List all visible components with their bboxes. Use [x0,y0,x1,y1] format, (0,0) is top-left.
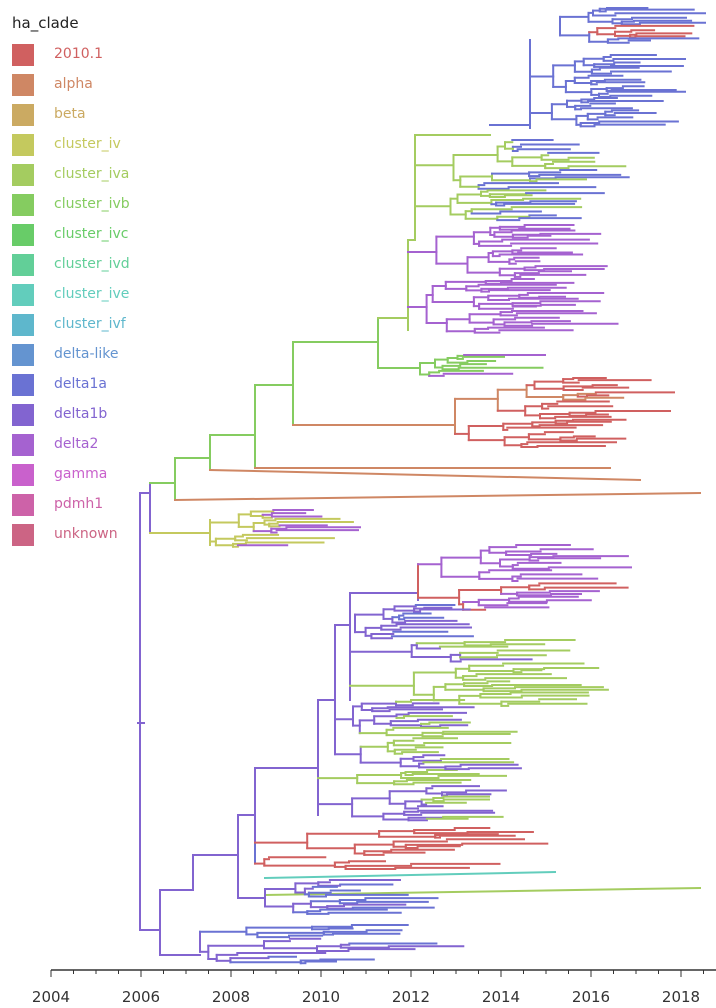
legend-label: beta [54,106,86,122]
legend-label: cluster_iv [54,136,121,152]
x-axis-tick-label: 2006 [122,988,160,1006]
legend-swatch [12,74,34,96]
legend-swatch [12,344,34,366]
legend-swatch [12,494,34,516]
legend-swatch [12,224,34,246]
legend-swatch [12,194,34,216]
legend-label: delta-like [54,346,119,362]
legend-label: unknown [54,526,118,542]
legend-swatch [12,314,34,336]
legend-label: cluster_ivd [54,256,130,272]
legend-swatch [12,44,34,66]
tree-branches [137,7,706,965]
legend-label: alpha [54,76,93,92]
legend-title: ha_clade [12,14,79,32]
legend-label: cluster_ive [54,286,130,302]
legend-label: cluster_iva [54,166,130,182]
x-axis-tick-label: 2010 [302,988,340,1006]
legend-label: cluster_ivb [54,196,130,212]
legend-swatch [12,434,34,456]
x-axis-tick-label: 2012 [392,988,430,1006]
legend-label: pdmh1 [54,496,104,512]
x-axis-tick-label: 2004 [32,988,70,1006]
legend-swatch [12,104,34,126]
legend-label: 2010.1 [54,46,103,62]
legend-swatch [12,164,34,186]
legend-swatch [12,134,34,156]
legend-swatch [12,464,34,486]
legend-swatch [12,374,34,396]
long-branch [263,886,702,897]
long-branch [173,491,702,502]
x-axis-tick-label: 2018 [662,988,700,1006]
legend-label: gamma [54,466,108,482]
legend-label: delta1b [54,406,108,422]
legend-swatch [12,284,34,306]
legend-label: delta2 [54,436,99,452]
legend-swatch [12,254,34,276]
long-branch [263,870,557,880]
legend-label: cluster_ivf [54,316,126,332]
x-axis-tick-label: 2014 [482,988,520,1006]
legend-swatch [12,524,34,546]
long-branch [208,468,642,482]
x-axis-tick-label: 2008 [212,988,250,1006]
legend-label: delta1a [54,376,107,392]
legend-swatch [12,404,34,426]
x-axis: 2004 2006 2008 2010 2012 2014 2016 2018 [32,969,716,1006]
legend-label: cluster_ivc [54,226,129,242]
x-axis-tick-label: 2016 [572,988,610,1006]
